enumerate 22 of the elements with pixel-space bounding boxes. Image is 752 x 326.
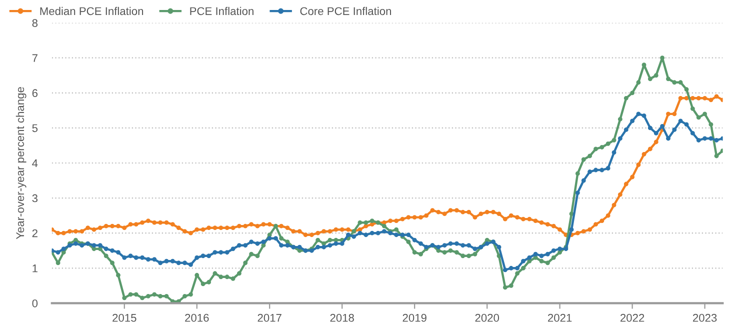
y-tick-label: 8	[32, 19, 38, 27]
y-tick-label: 7	[32, 54, 38, 62]
x-tick-label: 2018	[330, 314, 354, 322]
x-tick-label: 2019	[402, 314, 426, 322]
x-tick-label: 2017	[258, 314, 282, 322]
x-tick-label: 2015	[112, 314, 136, 322]
x-tick-label: 2021	[548, 314, 572, 322]
x-tick-label: 2023	[692, 314, 717, 322]
x-tick-label: 2022	[620, 314, 644, 322]
y-axis-title: Year-over-year percent change	[16, 87, 26, 240]
y-tick-label: 5	[32, 124, 38, 132]
legend-label: Core PCE Inflation	[300, 6, 392, 16]
y-tick-label: 1	[32, 264, 38, 272]
y-tick-label: 3	[32, 194, 38, 202]
legend-label: PCE Inflation	[190, 6, 254, 16]
y-tick-label: 0	[32, 299, 38, 308]
y-tick-label: 4	[32, 159, 38, 168]
x-tick-label: 2016	[185, 314, 209, 322]
x-tick-label: 2020	[475, 314, 500, 322]
y-tick-label: 2	[32, 229, 38, 238]
legend-label: Median PCE Inflation	[40, 6, 144, 16]
y-tick-label: 6	[32, 89, 38, 98]
